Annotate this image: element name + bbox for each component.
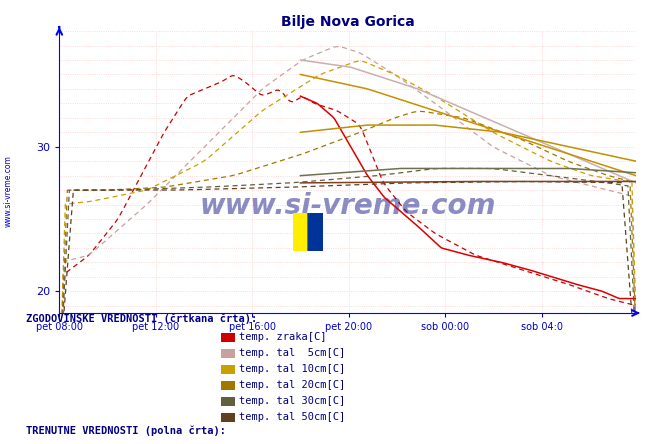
Text: temp. zraka[C]: temp. zraka[C] [239,333,327,342]
Text: TRENUTNE VREDNOSTI (polna črta):: TRENUTNE VREDNOSTI (polna črta): [26,425,226,436]
Text: temp. tal 50cm[C]: temp. tal 50cm[C] [239,412,345,422]
Bar [308,213,323,251]
Text: www.si-vreme.com: www.si-vreme.com [200,192,496,220]
Bar [293,213,308,251]
Text: temp. tal 10cm[C]: temp. tal 10cm[C] [239,365,345,374]
Title: Bilje Nova Gorica: Bilje Nova Gorica [281,15,415,28]
Polygon shape [293,213,308,251]
Polygon shape [308,213,323,251]
Text: temp. tal 30cm[C]: temp. tal 30cm[C] [239,396,345,406]
Text: temp. tal  5cm[C]: temp. tal 5cm[C] [239,349,345,358]
Polygon shape [308,213,323,251]
Text: temp. tal 20cm[C]: temp. tal 20cm[C] [239,381,345,390]
Text: ZGODOVINSKE VREDNOSTI (črtkana črta):: ZGODOVINSKE VREDNOSTI (črtkana črta): [26,313,258,324]
Text: www.si-vreme.com: www.si-vreme.com [3,155,13,227]
